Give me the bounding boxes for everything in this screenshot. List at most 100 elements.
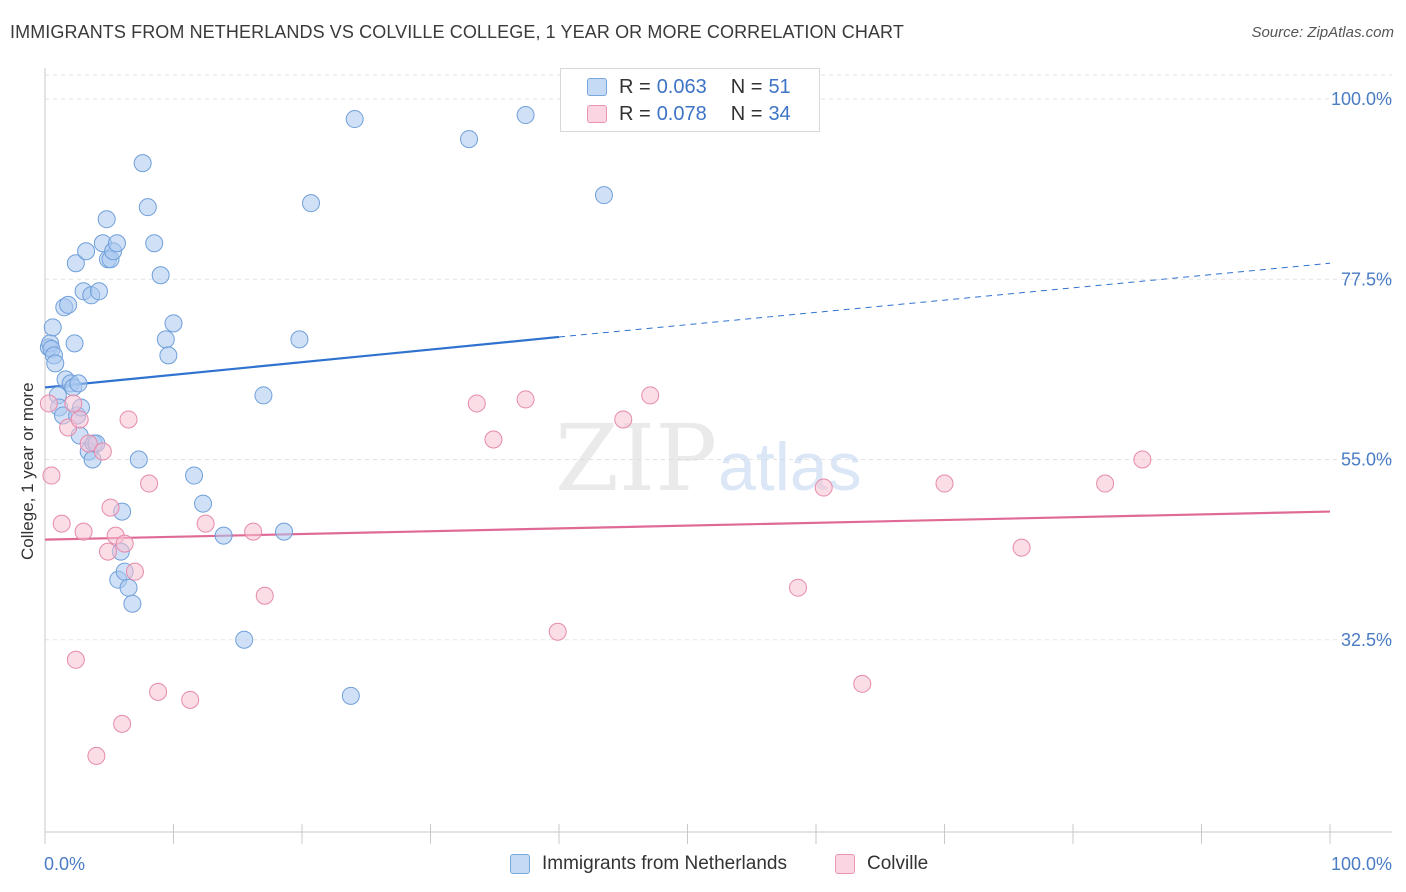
data-points bbox=[39, 106, 1152, 765]
legend-n-value: 34 bbox=[768, 102, 791, 125]
legend-r-label: R = bbox=[619, 75, 651, 98]
data-point-colville bbox=[255, 586, 274, 605]
data-point-colville bbox=[52, 514, 71, 533]
data-point-colville bbox=[66, 650, 85, 669]
x-tick-label: 100.0% bbox=[1331, 854, 1392, 874]
y-tick-label: 100.0% bbox=[1331, 89, 1392, 109]
y-tick-labels: 100.0% 77.5% 55.0% 32.5% bbox=[1331, 89, 1392, 650]
data-point-colville bbox=[39, 394, 58, 413]
watermark-zip: ZIP bbox=[555, 405, 717, 512]
data-point-netherlands bbox=[290, 330, 309, 349]
data-point-colville bbox=[101, 498, 120, 517]
data-point-netherlands bbox=[460, 130, 479, 149]
grid-lines bbox=[45, 74, 1392, 641]
data-point-colville bbox=[484, 430, 503, 449]
axes bbox=[44, 68, 1392, 844]
data-point-colville bbox=[93, 442, 112, 461]
watermark: ZIP atlas bbox=[555, 405, 862, 512]
data-point-netherlands bbox=[345, 110, 364, 129]
legend-row-netherlands: R = 0.063 N = 51 bbox=[587, 75, 791, 99]
bottom-legend-netherlands: Immigrants from Netherlands bbox=[510, 852, 787, 876]
data-point-colville bbox=[181, 690, 200, 709]
data-point-colville bbox=[814, 478, 833, 497]
y-tick-label: 32.5% bbox=[1341, 630, 1392, 650]
data-point-colville bbox=[79, 434, 98, 453]
bottom-legend-label: Colville bbox=[867, 853, 929, 874]
data-point-colville bbox=[196, 514, 215, 533]
legend-row-colville: R = 0.078 N = 34 bbox=[587, 102, 791, 126]
data-point-netherlands bbox=[214, 526, 233, 545]
legend-r-value: 0.063 bbox=[656, 75, 707, 98]
data-point-netherlands bbox=[123, 594, 142, 613]
data-point-colville bbox=[74, 522, 93, 541]
data-point-netherlands bbox=[97, 210, 116, 229]
data-point-colville bbox=[42, 466, 61, 485]
stats-legend: R = 0.063 N = 51 R = 0.078 N = 34 bbox=[560, 68, 820, 132]
data-point-colville bbox=[1133, 450, 1152, 469]
legend-n-label: N = bbox=[730, 75, 763, 98]
source-label: Source: ZipAtlas.com bbox=[1251, 24, 1394, 41]
data-point-colville bbox=[70, 410, 89, 429]
y-tick-label: 55.0% bbox=[1341, 450, 1392, 470]
data-point-netherlands bbox=[89, 282, 108, 301]
data-point-colville bbox=[125, 562, 144, 581]
data-point-netherlands bbox=[235, 630, 254, 649]
data-point-colville bbox=[119, 410, 138, 429]
data-point-netherlands bbox=[43, 318, 62, 337]
bottom-legend-colville: Colville bbox=[835, 852, 928, 876]
x-tick-labels: 0.0% 100.0% bbox=[44, 854, 1392, 874]
legend-n-value: 51 bbox=[768, 75, 791, 98]
data-point-netherlands bbox=[594, 186, 613, 205]
data-point-netherlands bbox=[194, 494, 213, 513]
data-point-netherlands bbox=[156, 330, 175, 349]
data-point-netherlands bbox=[65, 334, 84, 353]
data-point-colville bbox=[548, 622, 567, 641]
data-point-netherlands bbox=[159, 346, 178, 365]
data-point-netherlands bbox=[341, 686, 360, 705]
legend-r-value: 0.078 bbox=[656, 102, 707, 125]
data-point-netherlands bbox=[151, 266, 170, 285]
data-point-colville bbox=[614, 410, 633, 429]
data-point-colville bbox=[641, 386, 660, 405]
data-point-netherlands bbox=[129, 450, 148, 469]
y-axis-label: College, 1 year or more bbox=[18, 382, 37, 560]
legend-r-label: R = bbox=[619, 102, 651, 125]
data-point-colville bbox=[115, 534, 134, 553]
bottom-legend-label: Immigrants from Netherlands bbox=[542, 853, 787, 874]
data-point-netherlands bbox=[516, 106, 535, 125]
data-point-colville bbox=[87, 746, 106, 765]
data-point-colville bbox=[516, 390, 535, 409]
data-point-colville bbox=[1096, 474, 1115, 493]
data-point-colville bbox=[935, 474, 954, 493]
bottom-legend-swatch-blue bbox=[510, 854, 530, 874]
chart-title: IMMIGRANTS FROM NETHERLANDS VS COLVILLE … bbox=[10, 22, 904, 42]
legend-n-label: N = bbox=[730, 102, 763, 125]
trend-line bbox=[44, 335, 560, 389]
data-point-netherlands bbox=[275, 522, 294, 541]
data-point-colville bbox=[98, 542, 117, 561]
x-tick-label: 0.0% bbox=[44, 854, 85, 874]
trend-line bbox=[44, 510, 1331, 541]
data-point-netherlands bbox=[164, 314, 183, 333]
data-point-netherlands bbox=[69, 374, 88, 393]
bottom-legend-swatch-pink bbox=[835, 854, 855, 874]
data-point-netherlands bbox=[254, 386, 273, 405]
legend-swatch-pink bbox=[587, 105, 607, 123]
legend-swatch-blue bbox=[587, 78, 607, 96]
data-point-colville bbox=[789, 578, 808, 597]
data-point-netherlands bbox=[59, 295, 78, 314]
data-point-netherlands bbox=[119, 578, 138, 597]
data-point-colville bbox=[853, 674, 872, 693]
data-point-colville bbox=[64, 394, 83, 413]
data-point-netherlands bbox=[145, 234, 164, 253]
data-point-colville bbox=[1012, 538, 1031, 557]
watermark-atlas: atlas bbox=[718, 429, 862, 505]
data-point-colville bbox=[140, 474, 159, 493]
data-point-netherlands bbox=[107, 234, 126, 253]
data-point-colville bbox=[467, 394, 486, 413]
data-point-netherlands bbox=[66, 254, 85, 273]
y-tick-label: 77.5% bbox=[1341, 269, 1392, 289]
trend-line-extension bbox=[558, 262, 1331, 338]
data-point-colville bbox=[244, 522, 263, 541]
